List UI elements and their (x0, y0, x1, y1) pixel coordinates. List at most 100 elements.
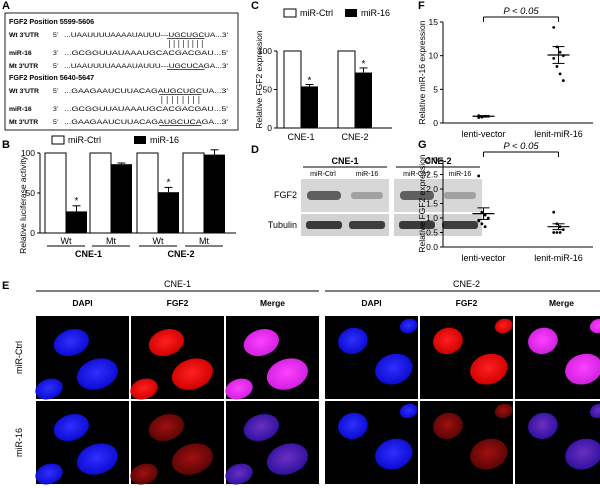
bar-miR-16 (66, 211, 87, 233)
blot-background (394, 214, 482, 236)
site-title: FGF2 Position 5640-5647 (9, 73, 94, 82)
data-point (555, 65, 559, 68)
x-tick-label: lenit-miR-16 (534, 129, 583, 139)
data-point (483, 225, 487, 229)
legend-label: miR-16 (361, 8, 390, 18)
row-label: miR-16 (14, 428, 24, 457)
nucleus (148, 329, 184, 357)
y-tick-label: 100 (258, 46, 272, 56)
legend-label: miR-16 (150, 135, 179, 145)
blot-row-label: FGF2 (274, 190, 297, 200)
x-tick-label: Wt (61, 236, 72, 246)
row-label: Wt 3'UTR (9, 32, 39, 39)
channel-label: Merge (260, 298, 285, 308)
y-tick-label: 0 (433, 118, 438, 128)
panel-letter: A (2, 0, 10, 12)
data-point (552, 56, 556, 60)
sequence: ...GAAGAAUCUUACAGAUGCUGCUA...3' (64, 88, 228, 95)
y-axis-label: Relative FGF2 expression (254, 30, 264, 129)
lane-label: miR-16 (356, 171, 379, 178)
nucleus (148, 414, 184, 442)
channel-label: FGF2 (456, 298, 478, 308)
x-tick-label: Mt (199, 236, 209, 246)
x-tick-label: lenti-vector (461, 129, 505, 139)
nucleus (243, 329, 279, 357)
y-tick-label: 0 (267, 123, 272, 133)
nucleus (130, 463, 158, 485)
nucleus (266, 443, 308, 475)
blot-group-label: CNE-1 (331, 156, 358, 166)
bar-miR-Ctrl (44, 152, 67, 234)
row-label: miR-Ctrl (14, 341, 24, 374)
nucleus (565, 438, 600, 470)
panel-e: E CNE-1 DAPI FGF2 Merge CNE-2 DAPI FGF2 Merge miR… (0, 276, 600, 485)
data-point (561, 79, 565, 82)
channel-label: Merge (549, 298, 574, 308)
data-point (477, 219, 481, 223)
row-end: 3' (53, 50, 58, 57)
data-point (558, 50, 562, 54)
row-end: 5' (53, 88, 58, 95)
nucleus (76, 358, 118, 390)
nucleus (399, 318, 418, 334)
bar-miR-16 (111, 164, 132, 233)
nucleus (470, 438, 508, 470)
legend-swatch (345, 9, 357, 17)
panel-letter: E (2, 280, 9, 292)
data-point (477, 174, 481, 178)
band-tubulin-mir16 (349, 221, 385, 229)
nucleus (171, 443, 213, 475)
legend-swatch (51, 135, 65, 145)
group-label: CNE-1 (75, 249, 102, 259)
y-axis-label: Relative FGF2 expression (417, 154, 427, 253)
nucleus (375, 438, 413, 470)
group-label: CNE-2 (167, 249, 194, 259)
sequence: ...GAAGAAUCUUACAGAUGCUCAGA...3' (64, 119, 228, 126)
nucleus (433, 327, 463, 355)
bar-miR-Ctrl (89, 152, 112, 234)
channel-label: FGF2 (167, 298, 189, 308)
site-title: FGF2 Position 5599-5606 (9, 17, 94, 26)
bar-miR-16 (301, 86, 318, 128)
nucleus (53, 329, 89, 357)
sequence: ...UAAUUUUAAAAUAUUU---UGCUCAGA...3' (64, 63, 228, 70)
bar-miR-16 (355, 72, 372, 128)
row-label: Mt 3'UTR (9, 63, 38, 70)
bar-miR-Ctrl (136, 152, 159, 234)
blot-background (301, 214, 389, 236)
nucleus (589, 318, 600, 334)
x-tick-label: CNE-1 (287, 132, 314, 142)
bar-miR-Ctrl (283, 50, 302, 129)
y-tick-label: 50 (26, 188, 36, 198)
band-fgf2-mir16 (444, 192, 476, 199)
band-tubulin-ctrl (399, 221, 435, 229)
nucleus (565, 353, 600, 385)
x-tick-label: lenit-miR-16 (534, 253, 583, 263)
panel-letter: C (251, 0, 259, 12)
y-tick-label: 3.0 (426, 155, 438, 165)
y-tick-label: 1.0 (426, 213, 438, 223)
data-point (555, 231, 559, 234)
channel-label: DAPI (72, 298, 92, 308)
nucleus (338, 327, 368, 355)
band-fgf2-mir16 (351, 192, 383, 199)
data-point (558, 231, 562, 234)
nucleus (35, 463, 63, 485)
x-tick-label: Wt (153, 236, 164, 246)
lane-label: miR-Ctrl (403, 171, 429, 178)
y-tick-label: 0.0 (426, 242, 438, 252)
data-point (480, 222, 484, 226)
panel-d: D CNE-1 miR-Ctrl miR-16 CNE-2 miR-Ctrl miR-16 F… (251, 144, 482, 236)
lane-label: miR-16 (449, 171, 472, 178)
row-end: 5' (53, 32, 58, 39)
nucleus (589, 403, 600, 419)
p-value: P < 0.05 (503, 141, 539, 152)
y-tick-label: 10 (429, 51, 439, 61)
x-tick-label: lenti-vector (461, 253, 505, 263)
nucleus (171, 358, 213, 390)
nucleus (528, 327, 558, 355)
panel-c: 0 50 100 C Relative FGF2 expression miR-Ctrl m… (251, 0, 392, 142)
bar-miR-Ctrl (182, 152, 205, 234)
bar-miR-Ctrl (337, 50, 356, 129)
